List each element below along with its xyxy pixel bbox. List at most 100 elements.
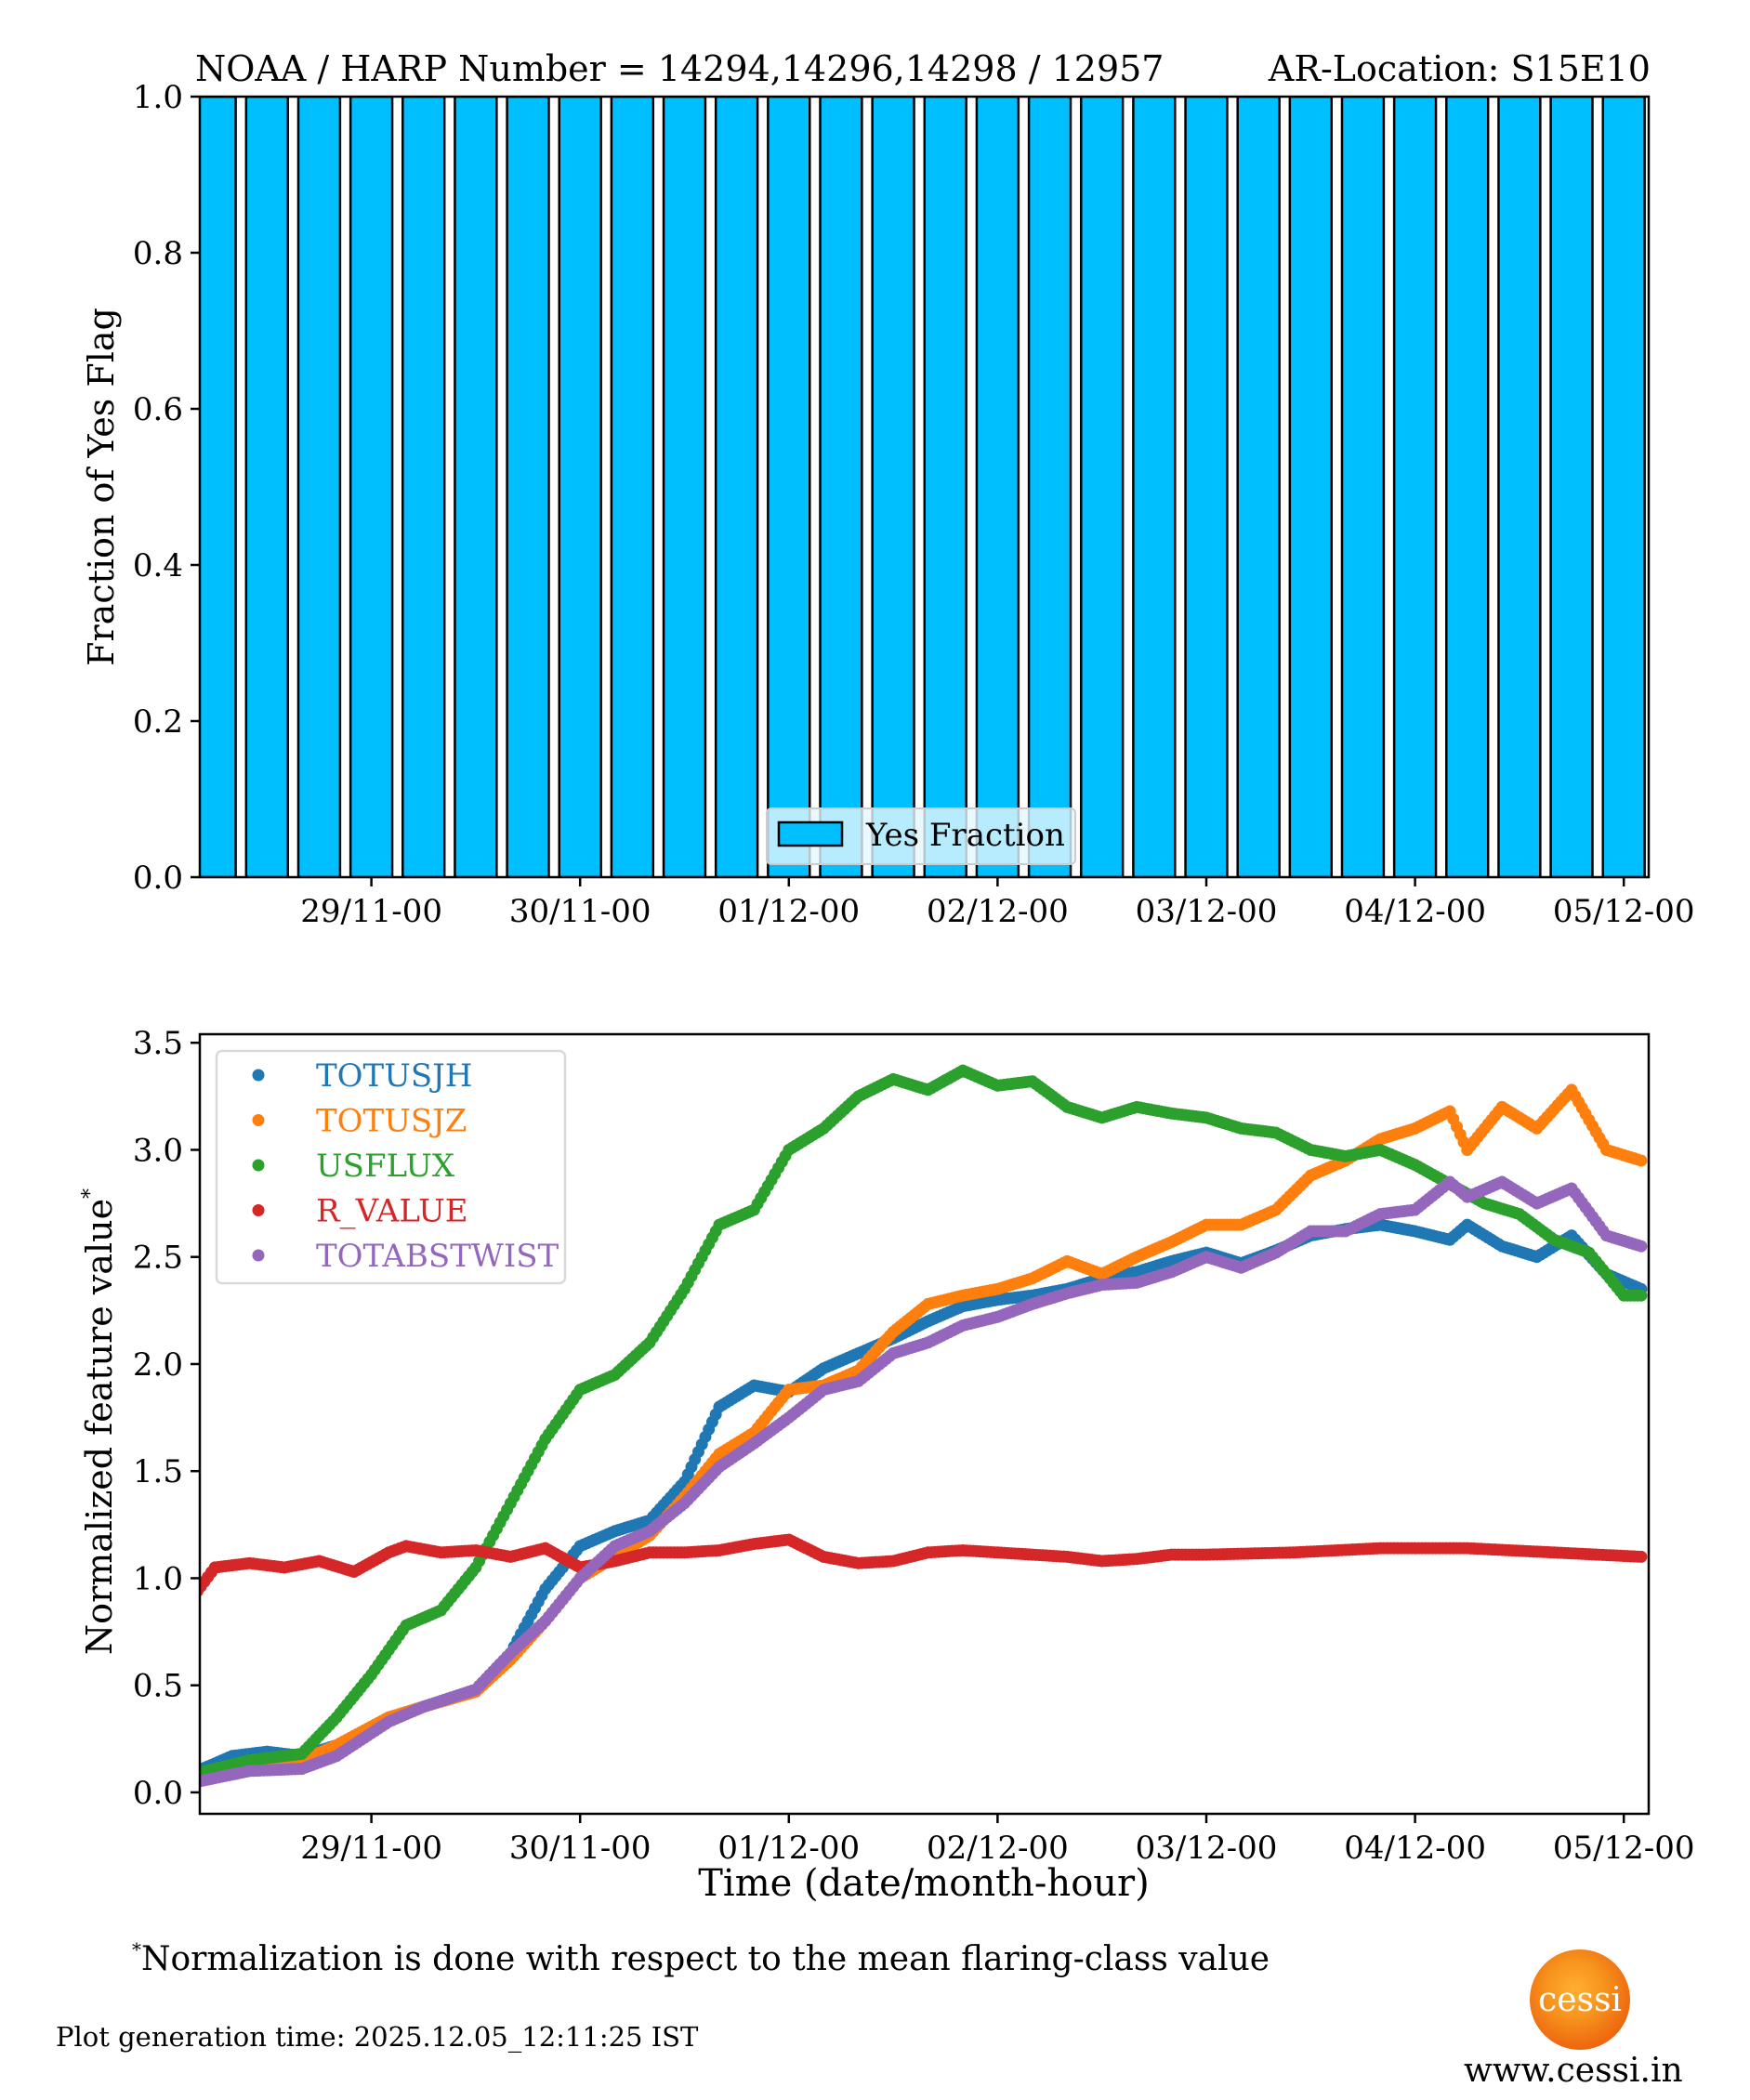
- x-tick-label: 30/11-00: [509, 893, 651, 930]
- y-label-text: Normalized feature value: [79, 1199, 120, 1655]
- series-totusjh: [200, 1218, 1648, 1777]
- y-tick-label: 0.0: [133, 860, 183, 897]
- website-link[interactable]: www.cessi.in: [1464, 2052, 1683, 2090]
- bar-28/11-06: [200, 97, 237, 877]
- bar-30/11-18: [714, 97, 759, 877]
- bar-28/11-18: [296, 97, 342, 877]
- top-legend: Yes Fraction: [766, 807, 1076, 865]
- bar-01/12-18: [923, 97, 967, 877]
- y-tick-label: 0.2: [133, 703, 183, 741]
- logo-text: cessi: [1538, 1980, 1622, 2019]
- bar-05/12-00: [1601, 97, 1646, 877]
- points-group: [200, 1064, 1648, 1788]
- bottom-legend: TOTUSJH TOTUSJZ USFLUX R_VALUE TOTABSTWIST: [215, 1049, 567, 1285]
- x-tick-label: 05/12-00: [1553, 893, 1695, 930]
- legend-box: [215, 1049, 567, 1285]
- bottom-x-ticks: 29/11-00 30/11-00 01/12-00 02/12-00 03/12-00…: [300, 1814, 1695, 1867]
- x-tick-label: 29/11-00: [300, 893, 442, 930]
- bar-02/12-00: [975, 97, 1020, 877]
- legend-marker: [252, 1069, 265, 1082]
- series-totusjz: [200, 1083, 1648, 1781]
- x-tick-label: 03/12-00: [1136, 1830, 1278, 1867]
- generation-time: Plot generation time: 2025.12.05_12:11:2…: [56, 2021, 699, 2053]
- bar-01/12-12: [871, 97, 915, 877]
- series-r-value: [200, 1533, 1648, 1597]
- y-tick-label: 3.5: [133, 1025, 183, 1062]
- y-tick-label: 2.0: [133, 1346, 183, 1384]
- bar-29/11-06: [401, 97, 446, 877]
- bar-29/11-00: [349, 97, 394, 877]
- legend-label: R_VALUE: [316, 1193, 468, 1230]
- legend-marker: [252, 1114, 265, 1126]
- bar-03/12-12: [1288, 97, 1334, 877]
- bar-28/11-12: [244, 97, 290, 877]
- legend-label: TOTUSJH: [316, 1057, 472, 1095]
- x-tick-label: 01/12-00: [717, 1830, 860, 1867]
- y-tick-label: 0.4: [133, 547, 183, 584]
- y-tick-label: 1.0: [133, 79, 183, 116]
- x-tick-label: 02/12-00: [927, 1830, 1069, 1867]
- title-ar-location: AR-Location: S15E10: [1268, 48, 1651, 89]
- figure-canvas: NOAA / HARP Number = 14294,14296,14298 /…: [79, 48, 1695, 1905]
- top-plot-frame: [198, 95, 1651, 879]
- top-y-axis-label: Fraction of Yes Flag: [81, 308, 122, 666]
- fraction-bar-chart: 0.0 0.2 0.4 0.6 0.8 1.0 29/11-00 30/11-00 01/12…: [81, 79, 1695, 930]
- bottom-x-axis-label: Time (date/month-hour): [698, 1862, 1150, 1905]
- bar-04/12-00: [1392, 97, 1438, 877]
- bar-01/12-00: [767, 97, 811, 877]
- legend-label: TOTUSJZ: [316, 1103, 467, 1140]
- bar-01/12-06: [819, 97, 863, 877]
- legend-label: USFLUX: [316, 1148, 455, 1185]
- y-tick-label: 1.5: [133, 1453, 183, 1490]
- cessi-logo: cessi: [1530, 1949, 1630, 2050]
- bar-04/12-06: [1445, 97, 1490, 877]
- footnote-text: Normalization is done with respect to th…: [141, 1940, 1270, 1978]
- y-label-asterisk: *: [79, 1188, 102, 1199]
- bar-30/11-12: [662, 97, 707, 877]
- legend-marker: [252, 1204, 265, 1216]
- title-harp: NOAA / HARP Number = 14294,14296,14298 /…: [195, 48, 1164, 89]
- x-tick-label: 04/12-00: [1344, 1830, 1486, 1867]
- bottom-y-ticks: 0.0 0.5 1.0 1.5 2.0 2.5 3.0 3.5: [133, 1025, 200, 1812]
- bar-02/12-12: [1079, 97, 1125, 877]
- y-tick-label: 0.8: [133, 235, 183, 272]
- legend-box: [766, 807, 1076, 865]
- top-y-ticks: 0.0 0.2 0.4 0.6 0.8 1.0: [133, 79, 200, 897]
- x-tick-label: 03/12-00: [1136, 893, 1278, 930]
- y-tick-label: 0.6: [133, 391, 183, 428]
- bottom-y-axis-label: Normalized feature value*: [79, 1188, 120, 1655]
- series-usflux: [200, 1064, 1648, 1779]
- bar-29/11-12: [454, 97, 498, 877]
- data-point: [1635, 1154, 1648, 1167]
- legend-label: Yes Fraction: [865, 817, 1065, 854]
- footnote-asterisk: *: [132, 1938, 141, 1961]
- x-tick-label: 30/11-00: [509, 1830, 651, 1867]
- bar-03/12-06: [1236, 97, 1281, 877]
- bar-29/11-18: [506, 97, 550, 877]
- y-tick-label: 0.0: [133, 1775, 183, 1812]
- x-tick-label: 04/12-00: [1344, 893, 1486, 930]
- x-tick-label: 01/12-00: [717, 893, 860, 930]
- bar-04/12-12: [1497, 97, 1542, 877]
- x-tick-label: 29/11-00: [300, 1830, 442, 1867]
- bar-03/12-00: [1184, 97, 1229, 877]
- y-tick-label: 3.0: [133, 1132, 183, 1169]
- legend-label: TOTABSTWIST: [316, 1238, 559, 1275]
- bar-04/12-18: [1549, 97, 1594, 877]
- bar-03/12-18: [1340, 97, 1386, 877]
- legend-marker: [252, 1249, 265, 1262]
- bar-02/12-06: [1027, 97, 1072, 877]
- data-point: [1635, 1550, 1648, 1563]
- x-tick-label: 02/12-00: [927, 893, 1069, 930]
- legend-swatch: [777, 820, 844, 847]
- bar-group: [200, 97, 1646, 877]
- bar-30/11-06: [610, 97, 655, 877]
- y-tick-label: 2.5: [133, 1240, 183, 1277]
- top-x-ticks: 29/11-00 30/11-00 01/12-00 02/12-00 03/12-00…: [300, 877, 1695, 930]
- feature-scatter-chart: 0.0 0.5 1.0 1.5 2.0 2.5 3.0 3.5 29/11-00 30/11-0…: [79, 1025, 1695, 1905]
- data-point: [1635, 1289, 1648, 1302]
- bottom-plot-frame: [198, 1032, 1651, 1816]
- legend-marker: [252, 1159, 265, 1172]
- bar-30/11-00: [558, 97, 602, 877]
- bar-02/12-18: [1132, 97, 1177, 877]
